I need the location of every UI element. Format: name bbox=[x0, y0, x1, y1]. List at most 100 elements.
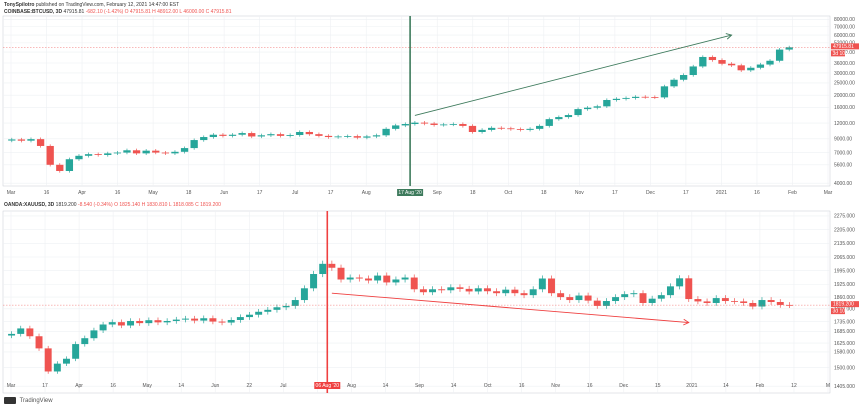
gold-candle-body bbox=[639, 293, 647, 303]
gold-x-tick-label: Jun bbox=[211, 383, 219, 389]
btc-x-tick-label: Jun bbox=[220, 190, 228, 196]
gold-plot-frame bbox=[2, 210, 831, 394]
gold-y-tick-label: 1860.000 bbox=[834, 295, 855, 301]
btc-candle-body bbox=[65, 159, 74, 171]
gold-candle-body bbox=[383, 275, 391, 283]
gold-candle-body bbox=[209, 318, 217, 322]
gold-candle-body bbox=[648, 298, 656, 303]
btc-candle-body bbox=[584, 107, 592, 110]
gold-candle-body bbox=[447, 287, 455, 291]
btc-open: O 47915.81 bbox=[124, 9, 151, 15]
gold-candle-body bbox=[785, 304, 793, 306]
gold-y-tick-label: 2205.000 bbox=[834, 227, 855, 233]
gold-candle-body bbox=[776, 302, 784, 305]
btc-x-tick-label: 17 bbox=[257, 190, 263, 196]
gold-x-tick-label: 14 bbox=[723, 383, 729, 389]
btc-candle-body bbox=[641, 96, 649, 98]
btc-candle-body bbox=[593, 106, 601, 108]
gold-low: L 1818.085 bbox=[168, 202, 194, 208]
btc-y-tick-label: 80000.00 bbox=[834, 17, 855, 23]
gold-candle-body bbox=[136, 320, 144, 324]
gold-candle-body bbox=[694, 299, 702, 302]
btc-candle-body bbox=[257, 135, 265, 137]
gold-x-tick-label: 14 bbox=[383, 383, 389, 389]
btc-candle-body bbox=[775, 49, 784, 61]
gold-candle-body bbox=[538, 278, 546, 290]
btc-y-tick-label: 5600.00 bbox=[834, 163, 852, 169]
gold-candle-body bbox=[410, 277, 418, 290]
gold-candle-body bbox=[676, 278, 684, 287]
btc-low: L 46000.00 bbox=[179, 9, 205, 15]
btc-candle-body bbox=[420, 122, 429, 124]
btc-candle-body bbox=[94, 154, 102, 155]
gold-candle-body bbox=[593, 300, 601, 306]
gold-price-tag bbox=[831, 301, 859, 308]
btc-high: H 48912.00 bbox=[152, 9, 179, 15]
gold-candle-body bbox=[163, 320, 171, 323]
btc-trend-arrow-head bbox=[725, 33, 733, 40]
btc-candle-body bbox=[228, 134, 237, 136]
published-text: published on TradingView.com, February 1… bbox=[35, 2, 180, 8]
btc-candle-body bbox=[200, 137, 208, 141]
gold-candle-body bbox=[90, 330, 98, 339]
btc-candle-body bbox=[708, 56, 717, 61]
btc-candle-body bbox=[123, 150, 131, 153]
btc-candle-body bbox=[440, 124, 448, 126]
gold-candle-body bbox=[346, 277, 354, 280]
btc-candle-body bbox=[507, 128, 515, 130]
btc-candle-body bbox=[699, 56, 707, 67]
gold-candle-body bbox=[511, 289, 519, 294]
btc-date-marker-tag bbox=[397, 189, 424, 196]
btc-candle-body bbox=[132, 150, 141, 154]
gold-y-tick-label: 1625.000 bbox=[834, 341, 855, 347]
btc-candle-body bbox=[36, 139, 45, 146]
gold-candle-body bbox=[721, 298, 729, 302]
btc-x-tick-label: 18 bbox=[186, 190, 192, 196]
gold-candle-body bbox=[300, 288, 308, 301]
btc-countdown-tag bbox=[831, 50, 845, 57]
btc-candle-body bbox=[56, 164, 64, 171]
btc-candle-body bbox=[84, 154, 93, 156]
btc-candle-body bbox=[603, 100, 611, 107]
gold-candle-body bbox=[483, 288, 491, 292]
gold-candle-body bbox=[181, 318, 189, 320]
btc-close: C 47915.81 bbox=[205, 9, 232, 15]
btc-symbol: COINBASE:BTCUSD, 3D bbox=[4, 9, 63, 15]
gold-candle-body bbox=[529, 289, 537, 296]
btc-y-tick-label: 36000.00 bbox=[834, 61, 855, 67]
gold-candle-body bbox=[602, 301, 610, 306]
btc-candle-body bbox=[219, 134, 227, 136]
gold-candle-body bbox=[319, 263, 327, 275]
btc-candle-body bbox=[334, 136, 342, 138]
gold-close: C 1819.200 bbox=[195, 202, 221, 208]
gold-candle-body bbox=[502, 289, 510, 294]
gold-price-tag-label: 1819.200 bbox=[833, 302, 854, 308]
btc-candle-body bbox=[382, 128, 390, 136]
gold-candle-body bbox=[44, 348, 52, 372]
btc-price-tag bbox=[831, 43, 859, 50]
gold-x-tick-label: 12 bbox=[791, 383, 797, 389]
btc-candle-body bbox=[488, 127, 496, 130]
gold-candle-body bbox=[291, 300, 299, 306]
gold-y-tick-label: 2135.000 bbox=[834, 241, 855, 247]
btc-x-tick-label: 16 bbox=[115, 190, 121, 196]
btc-candle-body bbox=[536, 125, 544, 129]
btc-x-tick-label: 16 bbox=[754, 190, 760, 196]
btc-x-tick-label: May bbox=[148, 190, 158, 196]
gold-candle-body bbox=[465, 288, 473, 292]
btc-candle-body bbox=[248, 133, 256, 137]
gold-trend-arrow-head bbox=[683, 318, 690, 326]
gold-candle-body bbox=[401, 277, 409, 280]
gold-candle-body bbox=[236, 317, 244, 321]
btc-candle-body bbox=[190, 140, 198, 149]
btc-y-tick-label: 60000.00 bbox=[834, 33, 855, 39]
gold-candle-body bbox=[493, 291, 501, 294]
gold-candle-body bbox=[767, 300, 775, 302]
btc-candle-body bbox=[324, 135, 333, 138]
gold-candle-body bbox=[63, 358, 70, 364]
btc-x-tick-label: Mar bbox=[824, 190, 833, 196]
btc-candle-body bbox=[555, 117, 563, 120]
gold-candle-body bbox=[310, 274, 318, 289]
btc-candle-body bbox=[276, 134, 285, 136]
